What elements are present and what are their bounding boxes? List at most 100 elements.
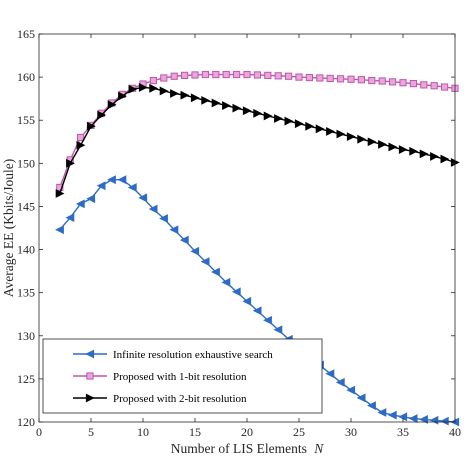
legend-entry: Proposed with 2-bit resolution [73, 393, 247, 405]
data-point [439, 416, 449, 426]
data-point [181, 71, 189, 79]
data-point [221, 277, 231, 287]
data-point [305, 73, 313, 82]
data-point [419, 415, 428, 424]
data-point [295, 73, 303, 81]
data-point [337, 75, 345, 83]
data-point [242, 296, 252, 306]
data-point [56, 183, 64, 192]
data-point [326, 74, 334, 83]
data-point [222, 101, 231, 110]
data-point [408, 414, 418, 423]
data-point [316, 74, 324, 82]
data-point [399, 79, 407, 87]
y-tick-label: 160 [17, 70, 35, 84]
data-point [347, 75, 355, 83]
data-point [346, 132, 356, 142]
x-tick-label: 15 [189, 425, 201, 439]
data-point [356, 393, 366, 403]
legend-label: Proposed with 1-bit resolution [113, 371, 247, 383]
data-point [170, 89, 179, 98]
data-point [398, 145, 408, 154]
data-point [263, 315, 272, 325]
data-point [190, 93, 200, 103]
ticks-layer: 0 5 10 15 20 25 30 35 40 120 125 130 135 140 145 150 155… [17, 27, 461, 439]
data-point [232, 103, 242, 113]
data-point [378, 139, 387, 149]
data-point [96, 181, 106, 191]
data-point [191, 71, 199, 79]
x-tick-label: 30 [345, 425, 357, 439]
data-point [201, 95, 211, 105]
x-tick-label: 25 [293, 425, 305, 439]
legend-marker [85, 349, 95, 359]
legend-marker [85, 393, 95, 403]
data-point [180, 90, 190, 100]
data-point [378, 77, 386, 85]
data-point [117, 175, 127, 185]
data-point [253, 108, 263, 118]
y-tick-label: 165 [17, 27, 35, 41]
y-tick-label: 125 [17, 372, 35, 386]
legend-label: Proposed with 2-bit resolution [113, 393, 247, 405]
x-tick-label: 5 [88, 425, 94, 439]
data-point [357, 134, 367, 144]
data-point [55, 189, 65, 198]
data-point [128, 84, 138, 94]
data-point [315, 124, 325, 134]
x-tick-label: 0 [36, 425, 42, 439]
data-point [149, 76, 158, 85]
data-point [76, 140, 86, 150]
data-point [222, 70, 230, 79]
data-point [107, 175, 116, 185]
legend-entry: Infinite resolution exhaustive search [73, 349, 273, 361]
data-point [138, 193, 148, 203]
data-point [190, 246, 200, 256]
data-point [263, 111, 273, 121]
x-axis-title-text: Number of LIS Elements [171, 441, 307, 456]
data-point [367, 137, 377, 147]
data-point [346, 385, 356, 395]
data-point [325, 369, 335, 379]
legend-marker [86, 372, 94, 380]
data-point [252, 306, 262, 316]
data-point [65, 213, 75, 223]
data-point [179, 235, 189, 245]
data-point [284, 116, 294, 126]
data-point [409, 79, 417, 88]
data-point [294, 119, 304, 129]
data-point [201, 70, 210, 79]
data-point [357, 76, 365, 84]
data-point [231, 287, 241, 297]
data-point [274, 114, 283, 123]
data-point [326, 127, 335, 136]
y-tick-label: 135 [17, 286, 35, 300]
data-point [253, 71, 262, 79]
data-point [86, 121, 96, 131]
y-tick-label: 155 [17, 113, 35, 127]
data-point [367, 401, 376, 411]
data-point [159, 86, 169, 96]
data-point [430, 152, 439, 161]
data-point [285, 72, 293, 80]
data-point [233, 70, 241, 79]
data-point [160, 74, 168, 82]
x-tick-label: 10 [137, 425, 149, 439]
data-point [107, 100, 117, 110]
data-point [264, 71, 272, 79]
data-point [148, 204, 158, 214]
data-point [243, 70, 251, 79]
data-point [274, 72, 282, 80]
data-point [409, 146, 419, 156]
data-point [242, 106, 252, 116]
data-point [77, 133, 85, 142]
data-point [118, 91, 127, 101]
data-point [97, 110, 107, 120]
data-point [388, 142, 398, 152]
data-point [389, 78, 397, 86]
x-axis-title: Number of LIS Elements N [171, 441, 324, 456]
series-3 [55, 83, 460, 198]
data-point [420, 81, 428, 89]
data-point [86, 194, 96, 204]
